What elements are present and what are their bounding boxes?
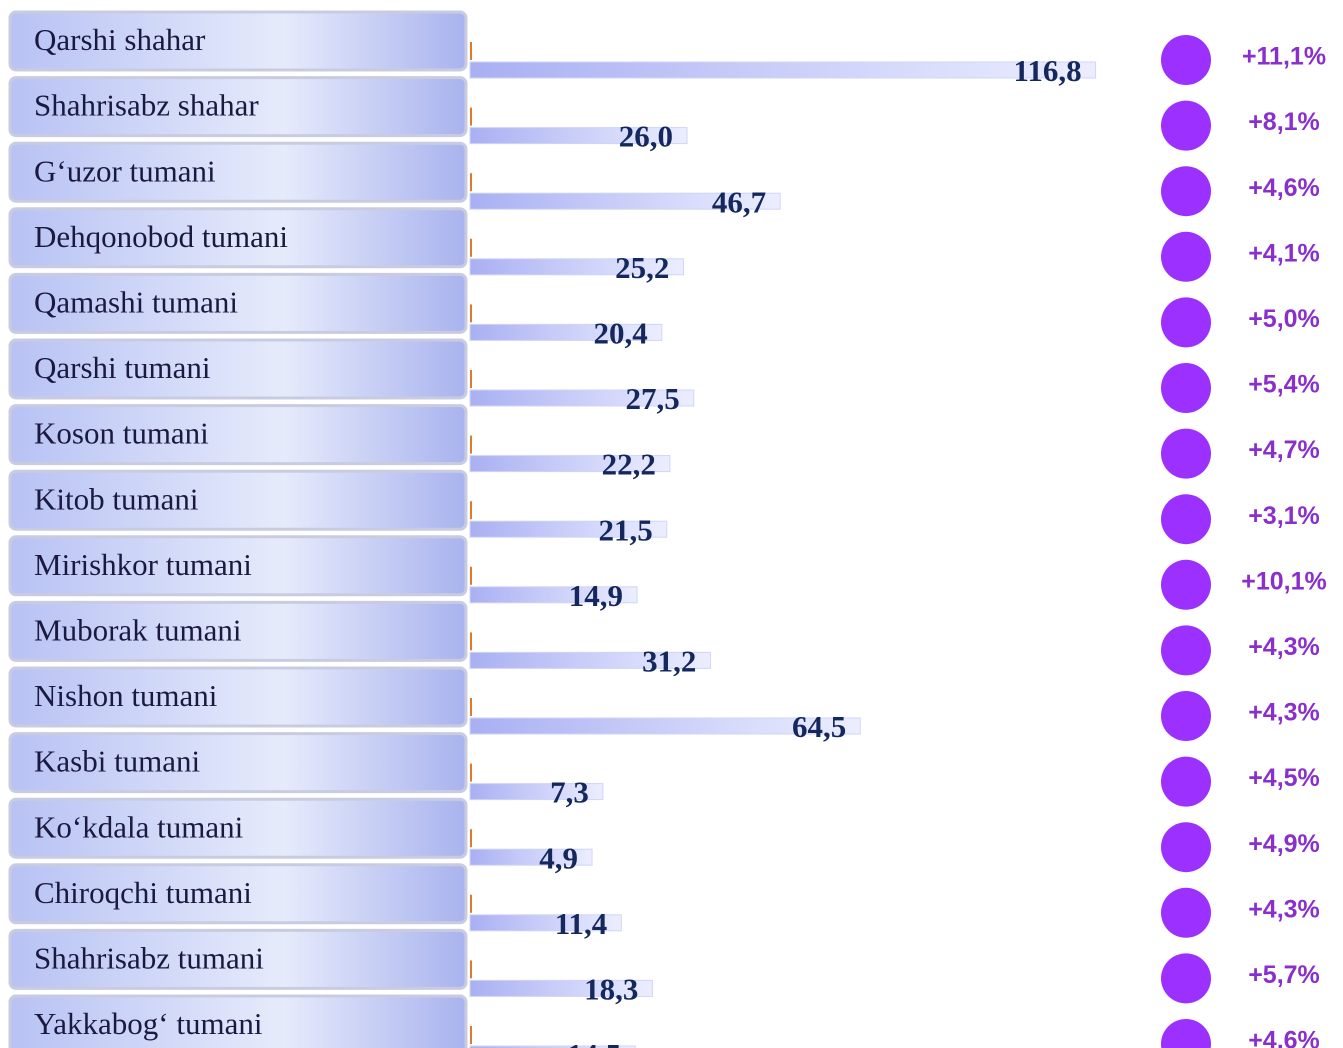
bar [469,192,781,210]
category-label: Nishon tumani [34,678,218,713]
label-box [8,76,468,138]
growth-label: +4,3% [1248,895,1320,923]
value-label: 18,3 [584,972,638,1007]
growth-label: +4,6% [1248,174,1320,202]
bar [469,323,663,341]
category-label: Dehqonobod tumani [34,219,288,254]
bar [469,258,684,276]
category-label: Shahrisabz shahar [34,88,259,123]
bar [469,61,1097,79]
growth-label: +4,7% [1248,436,1320,464]
bar [469,455,671,473]
value-label: 27,5 [626,381,680,416]
value-label: 4,9 [539,840,578,875]
growth-label: +4,1% [1248,239,1320,267]
growth-marker [1161,35,1211,85]
growth-marker [1161,100,1211,151]
growth-label: +4,9% [1248,830,1320,858]
growth-marker [1161,297,1211,348]
growth-label: +8,1% [1248,108,1320,136]
value-label: 11,4 [555,906,608,941]
bar [469,914,622,932]
value-label: 26,0 [619,119,673,154]
growth-marker [1161,363,1211,413]
value-label: 31,2 [642,644,696,679]
label-box [8,928,468,990]
bar [469,586,638,604]
value-label: 14,5 [567,1037,621,1048]
growth-label: +4,6% [1248,1027,1320,1048]
label-box [8,797,468,859]
growth-marker [1161,953,1211,1004]
label-box [8,272,468,334]
category-label: Chiroqchi tumani [34,875,252,910]
growth-marker [1161,428,1211,479]
label-box [8,666,468,728]
value-label: 20,4 [594,316,648,351]
label-box [8,469,468,531]
growth-marker [1161,625,1211,676]
value-label: 116,8 [1014,53,1082,88]
bar [469,979,653,997]
bar [469,848,593,866]
category-label: Koson tumani [34,416,209,451]
label-box [8,863,468,925]
growth-label: +4,3% [1248,699,1320,727]
category-label: Qamashi tumani [34,285,238,320]
label-box [8,207,468,269]
category-label: Yakkabog‘ tumani [34,1006,263,1041]
label-box [8,10,468,72]
category-label: Kitob tumani [34,481,199,516]
category-label: Kasbi tumani [34,744,201,779]
growth-marker [1161,559,1211,610]
growth-label: +10,1% [1241,567,1327,595]
bar [469,127,688,145]
growth-marker [1161,691,1211,741]
growth-marker [1161,1019,1211,1048]
category-label: G‘uzor tumani [34,153,216,188]
growth-marker [1161,887,1211,938]
growth-marker [1161,166,1211,217]
bar [469,389,695,407]
category-label: Mirishkor tumani [34,547,252,582]
label-box [8,994,468,1048]
label-box [8,338,468,400]
label-box [8,141,468,203]
bar [469,1045,636,1048]
growth-label: +5,7% [1248,961,1320,989]
label-box [8,600,468,662]
value-label: 46,7 [712,184,766,219]
category-label: Qarshi shahar [34,22,206,57]
value-label: 22,2 [602,447,656,482]
value-label: 25,2 [615,250,669,285]
value-label: 14,9 [569,578,623,613]
label-box [8,732,468,794]
growth-label: +5,0% [1248,305,1320,333]
growth-label: +3,1% [1248,502,1320,530]
value-label: 21,5 [599,512,653,547]
bar [469,651,711,669]
value-label: 64,5 [792,709,846,744]
category-label: Shahrisabz tumani [34,941,264,976]
growth-label: +4,3% [1248,633,1320,661]
bar [469,717,861,735]
growth-label: +5,4% [1248,371,1320,399]
growth-marker [1161,822,1211,873]
growth-marker [1161,231,1211,282]
growth-marker [1161,756,1211,807]
value-label: 7,3 [550,775,589,810]
growth-label: +11,1% [1242,43,1326,71]
bar [469,783,604,801]
category-label: Qarshi tumani [34,350,211,385]
bar [469,520,668,538]
label-box [8,404,468,466]
label-box [8,535,468,597]
growth-marker [1161,494,1211,545]
growth-label: +4,5% [1248,764,1320,792]
category-label: Ko‘kdala tumani [34,809,244,844]
category-label: Muborak tumani [34,613,242,648]
